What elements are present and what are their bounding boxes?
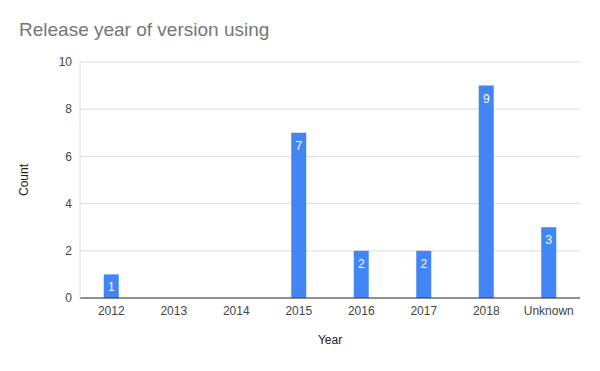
svg-text:2012: 2012 bbox=[98, 304, 125, 318]
svg-text:9: 9 bbox=[483, 92, 490, 106]
svg-text:10: 10 bbox=[59, 55, 73, 69]
svg-text:8: 8 bbox=[65, 102, 72, 116]
html-text:Release year of version using: Release year of version using bbox=[19, 19, 270, 40]
svg-text:2018: 2018 bbox=[473, 304, 500, 318]
svg-text:Unknown: Unknown bbox=[524, 304, 574, 318]
svg-text:2: 2 bbox=[420, 257, 427, 271]
svg-text:1: 1 bbox=[108, 280, 115, 294]
svg-text:7: 7 bbox=[295, 139, 302, 153]
svg-text:6: 6 bbox=[65, 150, 72, 164]
svg-text:2: 2 bbox=[65, 244, 72, 258]
svg-text:3: 3 bbox=[545, 233, 552, 247]
svg-text:0: 0 bbox=[65, 291, 72, 305]
svg-text:2: 2 bbox=[358, 257, 365, 271]
svg-text:Count: Count bbox=[17, 163, 31, 196]
svg-text:2016: 2016 bbox=[348, 304, 375, 318]
svg-text:2015: 2015 bbox=[285, 304, 312, 318]
svg-text:2017: 2017 bbox=[410, 304, 437, 318]
svg-text:4: 4 bbox=[65, 197, 72, 211]
svg-text:2014: 2014 bbox=[223, 304, 250, 318]
svg-text:2013: 2013 bbox=[160, 304, 187, 318]
svg-text:Year: Year bbox=[318, 333, 342, 347]
